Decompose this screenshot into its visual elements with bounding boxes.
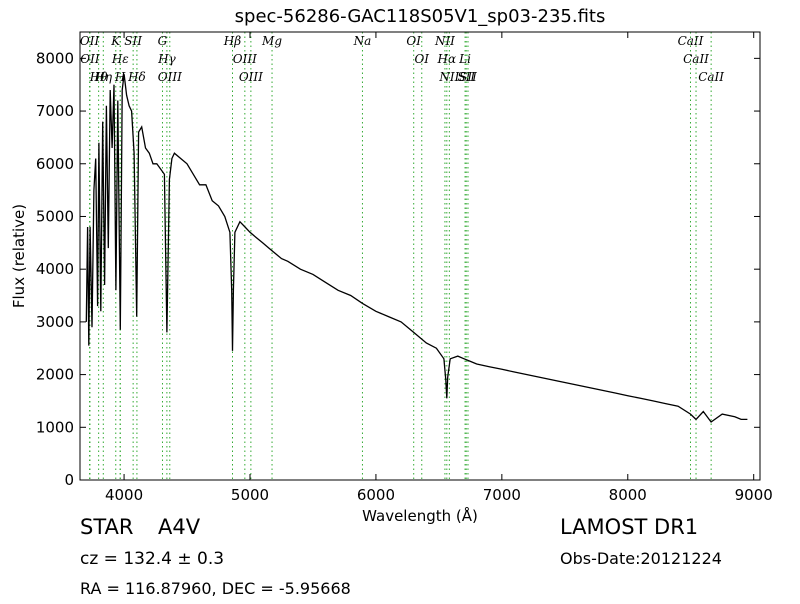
spectral-line-label: OIII xyxy=(233,52,257,66)
x-tick-label: 4000 xyxy=(105,486,143,504)
spectral-line-label: OI xyxy=(414,52,429,66)
spectral-line-label: SII xyxy=(457,70,475,84)
plot-frame xyxy=(79,31,761,481)
spectral-line-label: SII xyxy=(124,34,142,48)
survey: LAMOST DR1 xyxy=(560,515,698,539)
spectral-line-label: Na xyxy=(353,34,372,48)
x-tick-label: 8000 xyxy=(609,486,647,504)
spectral-line-label: Mg xyxy=(261,34,282,48)
redshift: cz = 132.4 ± 0.3 xyxy=(80,549,224,569)
spectral-line-label: Hβ xyxy=(223,34,241,48)
obs-date: Obs-Date:20121224 xyxy=(560,549,722,568)
y-tick-label: 0 xyxy=(64,471,74,489)
spectral-line-label: NII xyxy=(438,70,459,84)
spectral-line-label: Hγ xyxy=(157,52,176,66)
object-class: STAR xyxy=(80,515,133,539)
y-tick-label: 2000 xyxy=(36,366,74,384)
chart-title: spec-56286-GAC118S05V1_sp03-235.fits xyxy=(235,6,606,27)
y-tick-label: 1000 xyxy=(36,418,74,436)
spectrum-line xyxy=(85,74,748,423)
spectral-line-label: CaII xyxy=(678,34,704,48)
spectral-line-label: OIII xyxy=(158,70,182,84)
spectral-line-label: CaII xyxy=(698,70,724,84)
x-tick-label: 7000 xyxy=(483,486,521,504)
subclass: A4V xyxy=(158,515,201,539)
y-tick-label: 3000 xyxy=(36,313,74,331)
spectral-line-label: Hα xyxy=(437,52,457,66)
spectral-line-label: Hη xyxy=(93,70,112,84)
spectral-line-label: K xyxy=(110,34,121,48)
spectral-line-label: OII xyxy=(80,52,100,66)
y-tick-label: 8000 xyxy=(36,49,74,67)
spectral-line-label: OI xyxy=(406,34,421,48)
x-tick-label: 6000 xyxy=(357,486,395,504)
spectral-line-label: NII xyxy=(434,34,455,48)
x-tick-label: 5000 xyxy=(231,486,269,504)
x-tick-label: 9000 xyxy=(735,486,773,504)
y-axis-label: Flux (relative) xyxy=(10,204,28,308)
y-tick-label: 6000 xyxy=(36,155,74,173)
y-tick-label: 5000 xyxy=(36,207,74,225)
spectral-line-label: SII xyxy=(459,70,477,84)
spectral-line-label: OIII xyxy=(239,70,263,84)
coordinates: RA = 116.87960, DEC = -5.95668 xyxy=(80,579,351,598)
y-tick-label: 4000 xyxy=(36,260,74,278)
spectral-line-label: Hδ xyxy=(127,70,146,84)
x-axis-label: Wavelength (Å) xyxy=(362,506,478,525)
spectral-line-label: Li xyxy=(458,52,471,66)
spectral-line-label: CaII xyxy=(683,52,709,66)
spectral-line-label: G xyxy=(158,34,168,48)
y-tick-label: 7000 xyxy=(36,102,74,120)
